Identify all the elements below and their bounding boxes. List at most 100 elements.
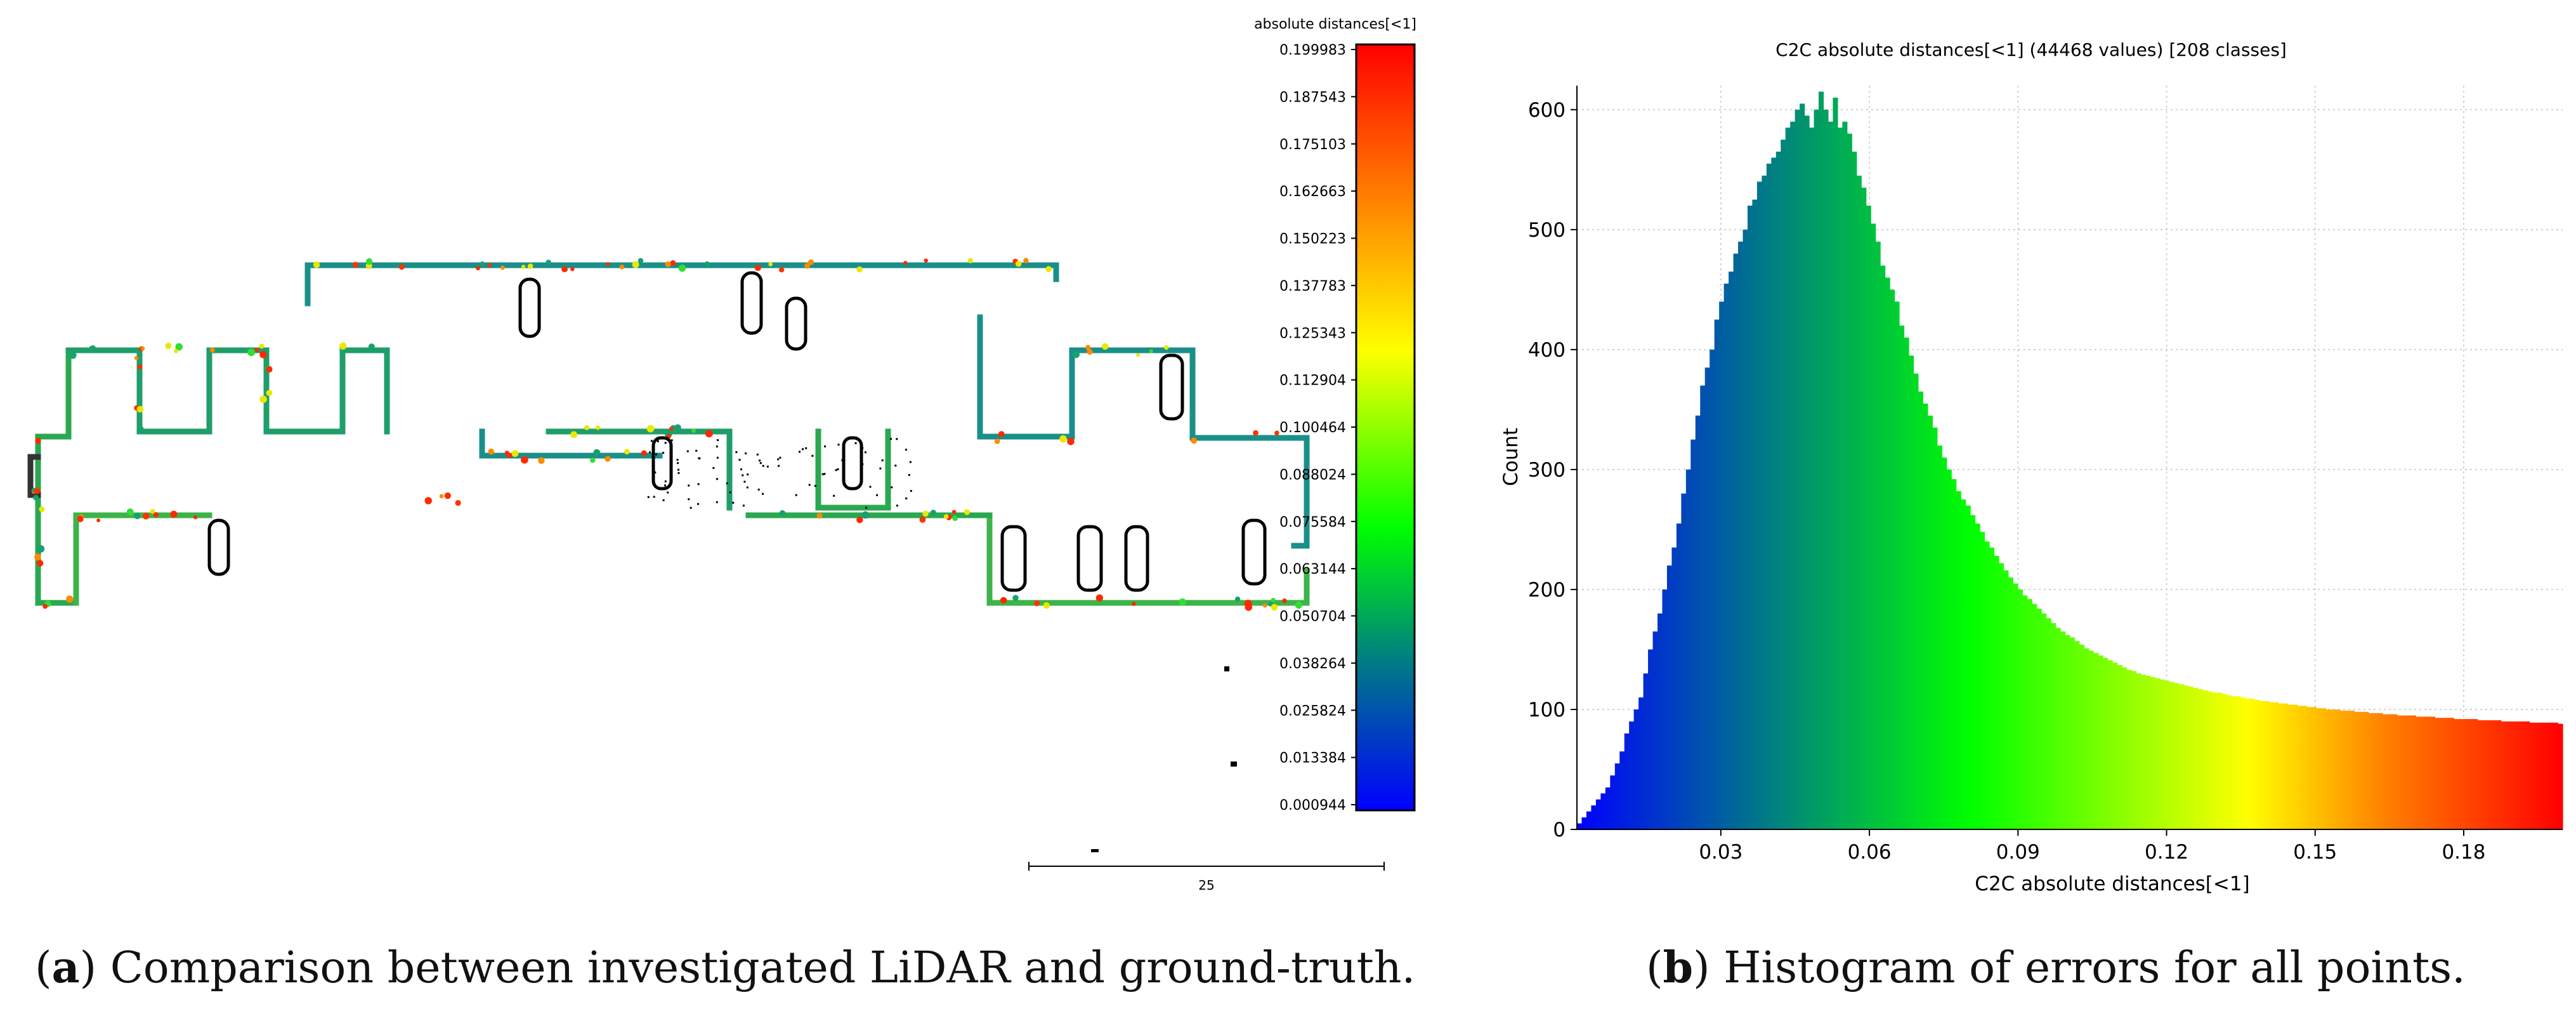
error-point xyxy=(170,510,178,518)
error-point xyxy=(266,390,273,397)
histogram-bar xyxy=(2429,716,2435,829)
x-tick-label: 0.06 xyxy=(1848,841,1892,864)
histogram-bar xyxy=(1781,140,1786,829)
histogram-bar xyxy=(1695,415,1701,829)
error-point xyxy=(705,261,710,267)
colorbar: absolute distances[<1] 0.1999830.1875430… xyxy=(1254,16,1416,814)
histogram-bar xyxy=(2055,628,2061,829)
histogram-bar xyxy=(1827,121,1834,830)
obstacle-point xyxy=(690,506,692,509)
obstacle-point xyxy=(716,478,718,480)
obstacle-point xyxy=(779,456,781,459)
histogram-bar xyxy=(2444,718,2450,829)
histogram-bar xyxy=(2174,683,2180,829)
histogram-bar xyxy=(1856,175,1862,829)
histogram-bar xyxy=(2245,698,2251,829)
x-axis-label: C2C absolute distances[<1] xyxy=(1975,873,2249,895)
obstacle-point xyxy=(649,451,651,454)
colorbar-tick-label: 0.050704 xyxy=(1279,609,1346,625)
error-point xyxy=(1043,602,1050,609)
histogram-bar xyxy=(2017,589,2023,829)
histogram-bar xyxy=(1871,223,1876,829)
error-point xyxy=(1179,598,1187,606)
histogram-bar xyxy=(2259,701,2265,829)
y-tick-label: 600 xyxy=(1528,99,1566,122)
histogram-bar xyxy=(1937,445,1942,829)
obstacle-point xyxy=(864,451,866,454)
histogram-bar xyxy=(2358,711,2364,829)
obstacle-point xyxy=(905,449,907,451)
error-point xyxy=(439,494,444,499)
x-tick-label: 0.12 xyxy=(2145,841,2188,864)
obstacle-point xyxy=(762,492,764,495)
scale-bar-label: 25 xyxy=(1198,878,1214,893)
error-point xyxy=(924,258,928,263)
obstacle-point xyxy=(908,474,910,476)
histogram-bar xyxy=(2558,723,2563,829)
colorbar-tick-label: 0.137783 xyxy=(1279,279,1346,294)
histogram-bar xyxy=(1714,319,1720,829)
histogram-bar xyxy=(2515,721,2521,829)
histogram-bar xyxy=(2051,623,2056,829)
obstacle-point xyxy=(677,468,679,471)
error-point xyxy=(153,512,159,518)
error-point xyxy=(254,348,259,353)
y-tick-label: 500 xyxy=(1528,219,1566,242)
colorbar-tick-label: 0.088024 xyxy=(1279,467,1346,483)
histogram-bar xyxy=(2060,631,2066,829)
obstacle-point xyxy=(716,456,719,459)
error-point xyxy=(96,518,101,523)
histogram-bar xyxy=(2506,721,2511,829)
colorbar-tick-label: 0.150223 xyxy=(1279,232,1346,247)
histogram-bar xyxy=(1685,469,1691,829)
error-point xyxy=(1244,600,1252,607)
error-point xyxy=(527,263,533,269)
colorbar-tick-label: 0.100464 xyxy=(1279,420,1346,436)
histogram-bar xyxy=(2311,707,2317,829)
obstacle-point xyxy=(896,438,898,440)
histogram-bar xyxy=(1852,151,1857,830)
error-point xyxy=(487,263,492,268)
error-point xyxy=(126,508,134,516)
histogram-bar xyxy=(2401,715,2407,829)
histogram-bar xyxy=(2534,722,2540,829)
error-point xyxy=(339,342,347,350)
histogram-bar xyxy=(1994,556,1999,829)
error-point xyxy=(134,356,139,360)
histogram-bar xyxy=(1961,499,1966,829)
colorbar-tick-label: 0.075584 xyxy=(1279,515,1346,531)
histogram-bar xyxy=(1814,109,1819,829)
obstacle-point xyxy=(891,486,893,489)
colorbar-tick-label: 0.013384 xyxy=(1279,751,1346,767)
colorbar-tick-label: 0.199983 xyxy=(1279,43,1346,58)
obstacle-point xyxy=(667,491,669,494)
error-point xyxy=(140,346,145,351)
histogram-bar xyxy=(2136,673,2141,829)
y-axis-label: Count xyxy=(1500,428,1522,486)
error-point xyxy=(1271,603,1278,611)
error-point xyxy=(313,261,320,268)
obstacle-point xyxy=(808,484,811,486)
colorbar-tick-label: 0.175103 xyxy=(1279,137,1346,153)
error-point xyxy=(69,352,77,359)
error-point xyxy=(352,261,359,268)
histogram-bar xyxy=(2098,655,2103,829)
obstacle-point xyxy=(889,438,892,440)
histogram-bar xyxy=(1690,439,1696,829)
obstacle-point xyxy=(881,459,884,461)
histogram-bar xyxy=(1956,491,1961,829)
histogram-bar xyxy=(1975,523,1980,829)
histogram-bar xyxy=(2150,676,2156,829)
histogram-bar xyxy=(2212,692,2218,829)
error-point xyxy=(1191,437,1198,444)
obstacle-point xyxy=(688,484,690,487)
histogram-bar xyxy=(2510,721,2516,829)
colorbar-ticks: 0.199983 0.187543 0.175103 0.162663 0.150223… xyxy=(1279,43,1356,814)
histogram-bar xyxy=(1586,811,1592,829)
y-tick-label: 400 xyxy=(1528,339,1566,362)
error-point xyxy=(175,343,183,351)
error-point xyxy=(1072,351,1080,359)
error-point xyxy=(605,456,611,462)
error-point xyxy=(816,513,823,519)
histogram-bar xyxy=(2373,713,2379,829)
